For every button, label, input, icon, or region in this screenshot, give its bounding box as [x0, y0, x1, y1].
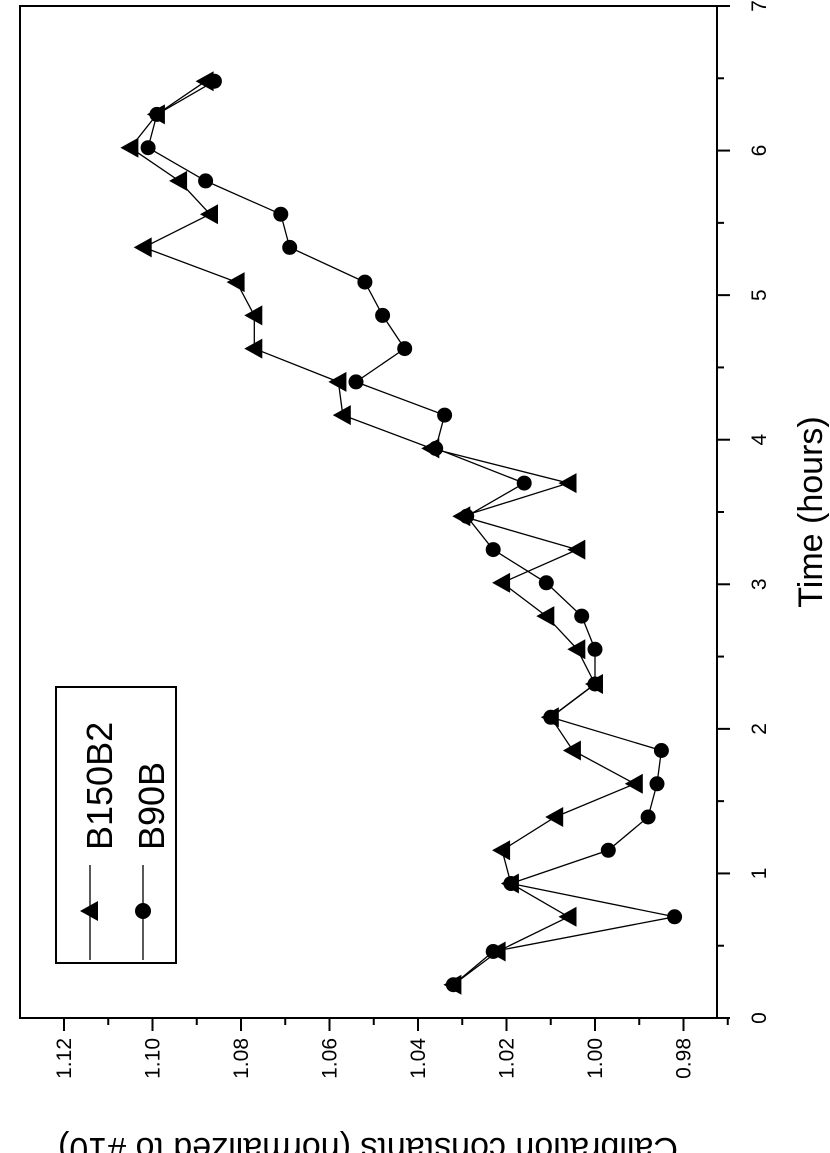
y-tick-label: 1.06 [319, 1038, 342, 1079]
data-point-b150b2 [562, 740, 581, 761]
x-axis: 0 1 2 3 4 5 6 7 [717, 0, 771, 1024]
x-tick-label: 5 [748, 289, 771, 301]
data-point-b150b2 [328, 371, 347, 392]
y-tick-label: 1.02 [496, 1038, 519, 1079]
data-point-b150b2 [200, 204, 218, 225]
series-line-b90b [147, 80, 675, 986]
data-point-b90b [587, 641, 603, 657]
y-tick-label: 1.00 [584, 1038, 607, 1079]
data-point-b90b [516, 475, 532, 491]
y-axis: 0.98 1.00 1.02 1.04 1.06 1.08 1.10 1.12 [53, 1018, 729, 1079]
data-point-b150b2 [226, 272, 245, 293]
series-layer [120, 71, 683, 995]
data-point-b90b [640, 809, 656, 825]
x-tick-label: 3 [748, 578, 771, 590]
y-tick-label: 0.98 [673, 1038, 696, 1079]
x-tick-label: 0 [748, 1012, 771, 1024]
data-point-b90b [437, 407, 453, 423]
data-point-b150b2 [567, 539, 586, 560]
x-tick-label: 2 [748, 723, 771, 735]
data-point-b90b [140, 140, 156, 156]
data-point-b150b2 [567, 639, 586, 660]
data-point-b90b [600, 842, 616, 858]
data-point-b90b [485, 542, 501, 558]
data-point-b90b [574, 608, 590, 624]
data-point-b150b2 [244, 338, 263, 359]
data-point-b90b [503, 876, 519, 891]
y-tick-label: 1.10 [142, 1038, 165, 1079]
data-point-b150b2 [120, 137, 139, 158]
x-tick-label: 7 [748, 0, 771, 12]
y-tick-label: 1.12 [53, 1038, 76, 1079]
data-point-b150b2 [545, 807, 564, 827]
data-point-b150b2 [624, 773, 643, 794]
data-point-b150b2 [332, 405, 351, 426]
x-tick-label: 1 [748, 868, 771, 880]
data-point-b150b2 [492, 840, 511, 861]
data-point-b150b2 [536, 606, 555, 627]
data-point-b90b [653, 743, 669, 758]
data-point-b150b2 [492, 572, 511, 593]
data-point-b90b [587, 676, 603, 692]
legend: B150B2 B90B [55, 686, 177, 964]
data-point-b90b [198, 173, 214, 189]
data-point-b90b [485, 944, 501, 959]
x-tick-label: 6 [748, 145, 771, 157]
data-point-b90b [357, 274, 373, 290]
legend-marker-b150b2 [80, 901, 98, 921]
legend-marker-b90b [135, 903, 151, 919]
legend-label-b150b2: B150B2 [79, 722, 120, 850]
data-point-b150b2 [169, 170, 188, 191]
data-point-b90b [149, 106, 165, 122]
data-point-b90b [667, 909, 683, 925]
series-b90b [140, 73, 683, 993]
data-point-b90b [206, 73, 222, 89]
data-point-b90b [445, 977, 461, 993]
series-b150b2 [120, 71, 643, 995]
data-point-b90b [282, 239, 298, 255]
data-point-b90b [538, 575, 554, 591]
series-line-b150b2 [129, 80, 637, 986]
data-point-b150b2 [244, 305, 263, 326]
x-axis-title: Time (hours) [792, 416, 830, 607]
legend-label-b90b: B90B [131, 762, 172, 850]
data-point-b90b [428, 440, 444, 456]
data-point-b90b [459, 508, 475, 524]
data-point-b90b [397, 341, 413, 357]
y-axis-title: Calibration constants (normalized to #10… [58, 1130, 678, 1153]
legend-box [55, 686, 177, 964]
data-point-b150b2 [558, 906, 577, 927]
y-tick-label: 1.04 [407, 1038, 430, 1079]
data-point-b90b [348, 374, 364, 390]
data-point-b150b2 [558, 473, 577, 494]
data-point-b150b2 [133, 237, 152, 258]
x-tick-label: 4 [748, 434, 771, 446]
data-point-b90b [543, 709, 559, 725]
data-point-b90b [649, 776, 665, 792]
y-tick-label: 1.08 [230, 1038, 253, 1079]
data-point-b90b [273, 206, 289, 222]
data-point-b90b [375, 307, 391, 323]
